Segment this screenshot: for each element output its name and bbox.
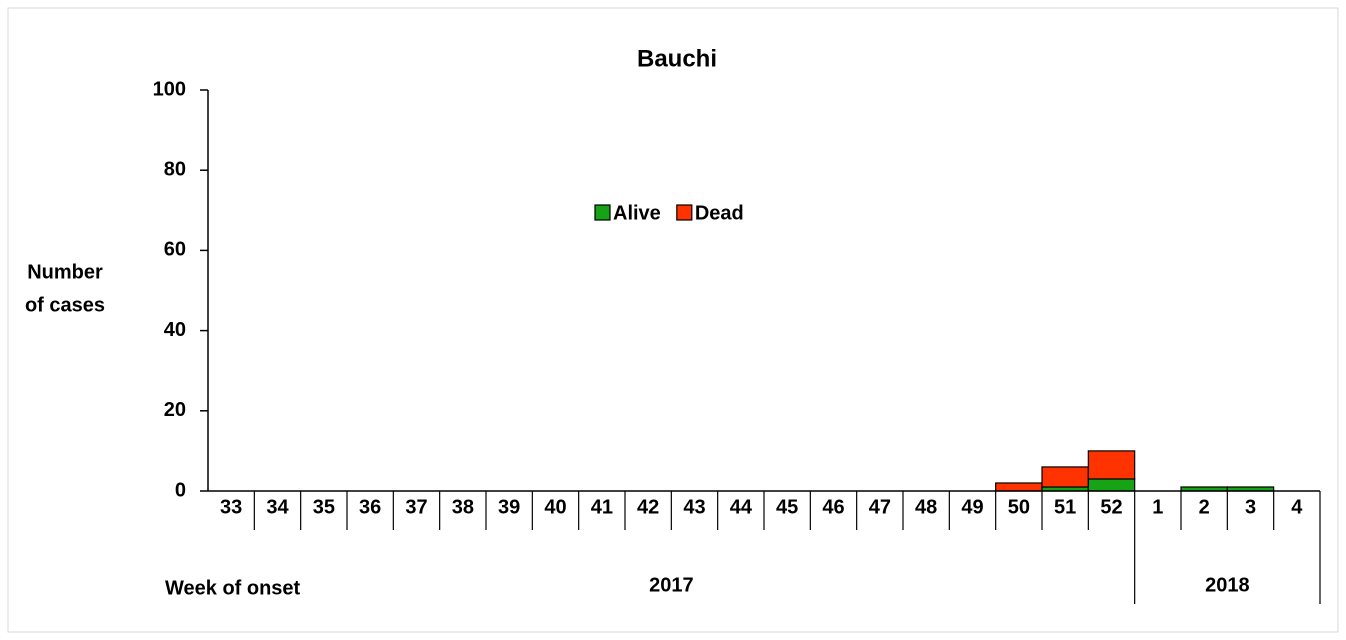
y-axis-label: of cases xyxy=(25,294,105,316)
x-tick-label: 46 xyxy=(822,496,844,518)
y-tick-label: 40 xyxy=(164,319,186,341)
x-tick-label: 40 xyxy=(544,496,566,518)
x-tick-label: 39 xyxy=(498,496,520,518)
x-tick-label: 33 xyxy=(220,496,242,518)
x-tick-label: 47 xyxy=(869,496,891,518)
chart-border xyxy=(7,7,1339,633)
x-tick-label: 44 xyxy=(730,496,753,518)
x-tick-label: 42 xyxy=(637,496,659,518)
x-tick-label: 3 xyxy=(1245,496,1256,518)
legend-label: Dead xyxy=(695,202,744,224)
x-tick-label: 51 xyxy=(1054,496,1076,518)
legend-swatch xyxy=(594,204,611,221)
x-tick-label: 49 xyxy=(961,496,983,518)
x-tick-label: 38 xyxy=(452,496,474,518)
x-tick-label: 43 xyxy=(683,496,705,518)
year-label: 2017 xyxy=(649,574,694,596)
bar-segment xyxy=(1041,466,1089,488)
x-axis-label: Week of onset xyxy=(165,577,301,599)
x-tick-label: 52 xyxy=(1100,496,1122,518)
y-tick-label: 60 xyxy=(164,239,186,261)
legend-swatch xyxy=(676,204,693,221)
x-tick-label: 34 xyxy=(266,496,289,518)
chart-title: Bauchi xyxy=(637,45,717,72)
x-tick-label: 45 xyxy=(776,496,798,518)
x-tick-label: 4 xyxy=(1291,496,1303,518)
legend-label: Alive xyxy=(613,202,661,224)
bar-segment xyxy=(1087,478,1136,492)
x-tick-label: 48 xyxy=(915,496,937,518)
y-tick-label: 20 xyxy=(164,399,186,421)
x-tick-label: 1 xyxy=(1152,496,1163,518)
x-tick-label: 2 xyxy=(1199,496,1210,518)
x-tick-label: 37 xyxy=(405,496,427,518)
year-label: 2018 xyxy=(1205,574,1250,596)
y-tick-label: 0 xyxy=(175,479,186,501)
y-axis-label: Number xyxy=(27,261,103,283)
bar-segment xyxy=(1087,450,1136,480)
bar-segment xyxy=(995,482,1043,492)
y-tick-label: 100 xyxy=(153,78,186,100)
x-tick-label: 36 xyxy=(359,496,381,518)
x-tick-label: 35 xyxy=(313,496,335,518)
x-tick-label: 41 xyxy=(591,496,613,518)
y-tick-label: 80 xyxy=(164,158,186,180)
x-tick-label: 50 xyxy=(1008,496,1030,518)
